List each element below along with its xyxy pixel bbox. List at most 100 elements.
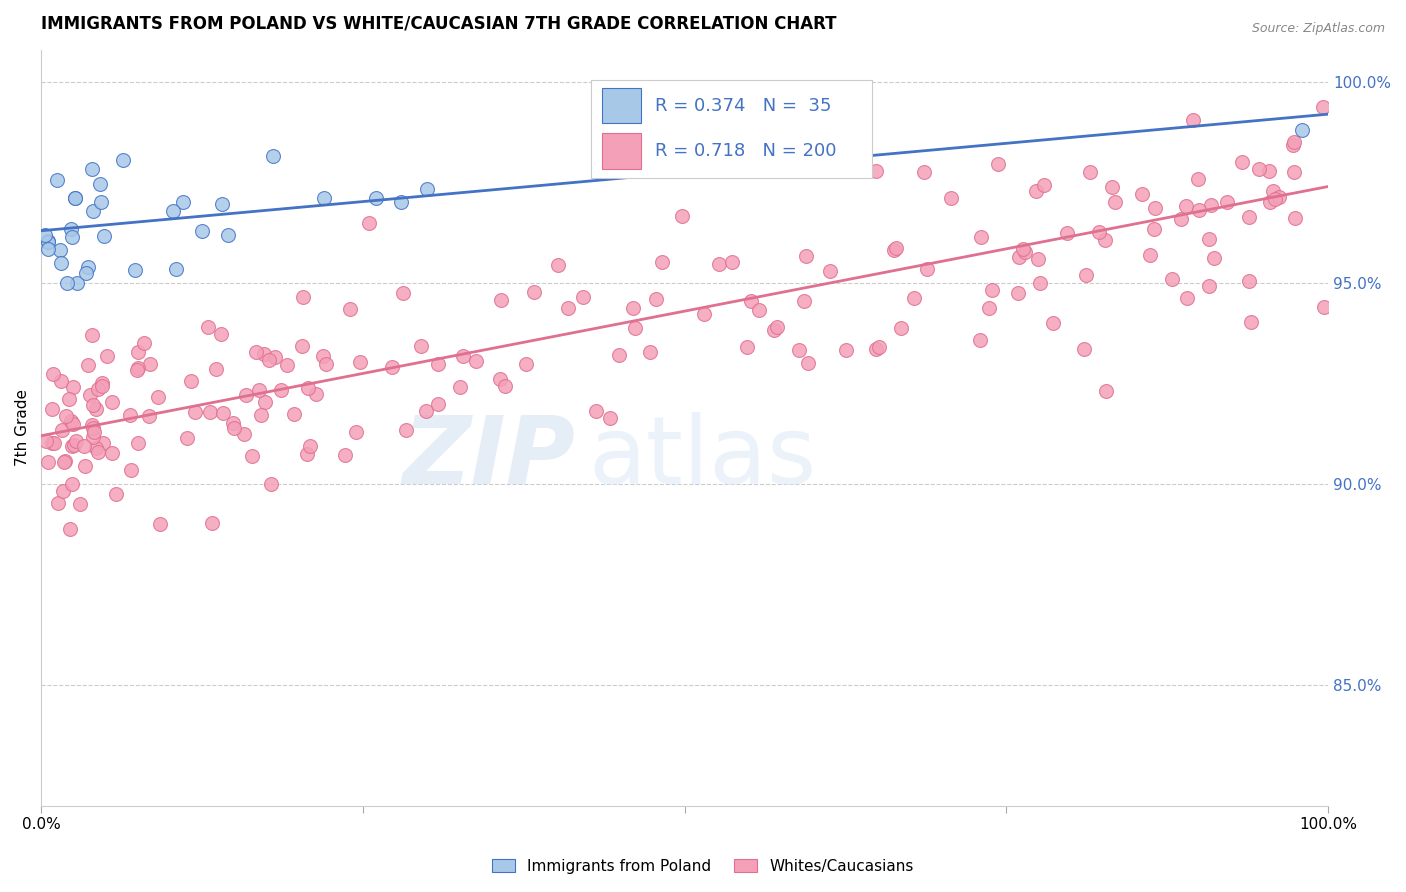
Point [291, 338, 314, 352]
Point [82, 398, 104, 412]
Point [721, 254, 744, 268]
Point [69, 496, 91, 510]
Point [53, 454, 76, 468]
Point [1014, 244, 1036, 259]
Point [621, 301, 644, 315]
Point [1101, 180, 1123, 194]
Point [191, 224, 214, 238]
Point [748, 303, 770, 318]
Point [515, 357, 537, 371]
Point [127, 363, 149, 377]
Point [762, 323, 785, 337]
Point [73, 438, 96, 452]
Point [977, 301, 1000, 315]
Point [464, 353, 486, 368]
Point [127, 436, 149, 450]
Point [1012, 242, 1035, 256]
Point [638, 345, 661, 359]
Point [165, 262, 187, 277]
Point [51, 256, 73, 270]
Point [253, 347, 276, 361]
Point [209, 327, 232, 342]
Point [37, 242, 59, 256]
Point [607, 348, 630, 362]
Point [344, 425, 367, 440]
Point [1282, 137, 1305, 152]
Legend: Immigrants from Poland, Whites/Caucasians: Immigrants from Poland, Whites/Caucasian… [486, 853, 920, 880]
Point [1216, 194, 1239, 209]
Point [176, 431, 198, 445]
Point [1174, 199, 1197, 213]
Point [139, 357, 162, 371]
Point [262, 149, 284, 163]
Point [77, 260, 100, 275]
Point [60, 230, 83, 244]
Point [91, 376, 114, 390]
Point [1282, 135, 1305, 149]
Point [1025, 184, 1047, 198]
Point [83, 425, 105, 440]
Text: Source: ZipAtlas.com: Source: ZipAtlas.com [1251, 22, 1385, 36]
Point [211, 406, 233, 420]
Point [80, 162, 103, 177]
Point [96, 349, 118, 363]
Point [391, 194, 413, 209]
Point [339, 301, 361, 316]
Point [1284, 165, 1306, 179]
Point [63, 190, 86, 204]
Point [381, 360, 404, 375]
Point [884, 241, 907, 255]
Point [240, 449, 263, 463]
Point [245, 344, 267, 359]
Point [939, 191, 962, 205]
Point [315, 358, 337, 372]
Point [222, 421, 245, 435]
Point [364, 190, 387, 204]
Point [426, 397, 449, 411]
Point [449, 380, 471, 394]
Point [89, 178, 111, 192]
Point [1312, 100, 1334, 114]
Point [392, 285, 415, 300]
Point [75, 458, 97, 473]
Point [35, 434, 58, 449]
Point [1258, 195, 1281, 210]
Point [90, 379, 112, 393]
Point [254, 395, 277, 409]
Point [45, 172, 67, 186]
Point [60, 413, 83, 427]
Point [970, 229, 993, 244]
Point [489, 293, 512, 308]
Point [883, 243, 905, 257]
Point [233, 427, 256, 442]
Point [87, 382, 110, 396]
Point [34, 228, 56, 243]
Point [314, 191, 336, 205]
Point [297, 447, 319, 461]
Point [1056, 226, 1078, 240]
Point [766, 320, 789, 334]
Point [707, 257, 730, 271]
Point [1028, 252, 1050, 266]
Point [810, 140, 832, 154]
Point [250, 409, 273, 423]
Point [572, 290, 595, 304]
Point [105, 487, 128, 501]
Point [62, 380, 84, 394]
Point [66, 276, 89, 290]
Point [1032, 178, 1054, 193]
Point [557, 301, 579, 315]
Point [63, 191, 86, 205]
Point [416, 181, 439, 195]
Point [818, 264, 841, 278]
Point [357, 216, 380, 230]
Point [1094, 233, 1116, 247]
Point [1074, 268, 1097, 282]
Point [1095, 384, 1118, 398]
Point [247, 383, 270, 397]
Point [987, 157, 1010, 171]
Point [42, 367, 65, 381]
Point [37, 455, 59, 469]
Point [1230, 155, 1253, 169]
Point [60, 439, 83, 453]
